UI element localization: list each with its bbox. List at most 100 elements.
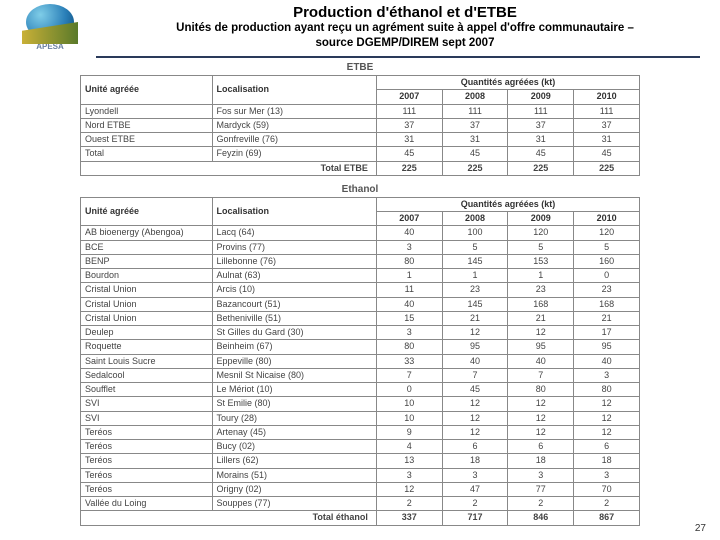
etbe-value-cell: 45 (376, 147, 442, 161)
ethanol-h-unit: Unité agréée (81, 197, 213, 226)
ethanol-value-cell: 2 (574, 497, 640, 511)
ethanol-unit-cell: BCE (81, 240, 213, 254)
table-row: Cristal UnionArcis (10)11232323 (81, 283, 640, 297)
ethanol-value-cell: 145 (442, 254, 508, 268)
ethanol-value-cell: 12 (508, 411, 574, 425)
ethanol-loc-cell: Souppes (77) (212, 497, 376, 511)
table-row: TeréosMorains (51)3333 (81, 468, 640, 482)
table-row: Saint Louis SucreEppeville (80)33404040 (81, 354, 640, 368)
etbe-value-cell: 31 (508, 133, 574, 147)
ethanol-value-cell: 12 (442, 397, 508, 411)
ethanol-loc-cell: Lillebonne (76) (212, 254, 376, 268)
divider (96, 56, 700, 58)
ethanol-table-wrap: Unité agréée Localisation Quantités agré… (80, 197, 640, 526)
ethanol-total-label: Total éthanol (81, 511, 377, 525)
ethanol-value-cell: 23 (442, 283, 508, 297)
ethanol-total-value: 867 (574, 511, 640, 525)
ethanol-loc-cell: Betheniville (51) (212, 311, 376, 325)
etbe-value-cell: 31 (574, 133, 640, 147)
ethanol-value-cell: 0 (574, 269, 640, 283)
ethanol-unit-cell: AB bioenergy (Abengoa) (81, 226, 213, 240)
ethanol-value-cell: 120 (574, 226, 640, 240)
ethanol-value-cell: 6 (442, 440, 508, 454)
ethanol-h-loc: Localisation (212, 197, 376, 226)
ethanol-value-cell: 18 (508, 454, 574, 468)
ethanol-value-cell: 3 (376, 326, 442, 340)
ethanol-title: Ethanol (0, 184, 720, 195)
etbe-total-value: 225 (508, 161, 574, 175)
etbe-year-header: 2008 (442, 90, 508, 104)
table-row: SVIToury (28)10121212 (81, 411, 640, 425)
ethanol-value-cell: 7 (442, 368, 508, 382)
ethanol-value-cell: 95 (574, 340, 640, 354)
etbe-h-loc: Localisation (212, 76, 376, 105)
ethanol-value-cell: 1 (442, 269, 508, 283)
etbe-year-header: 2009 (508, 90, 574, 104)
ethanol-value-cell: 7 (376, 368, 442, 382)
ethanol-value-cell: 100 (442, 226, 508, 240)
ethanol-total-value: 846 (508, 511, 574, 525)
etbe-title: ETBE (0, 62, 720, 73)
ethanol-unit-cell: Cristal Union (81, 311, 213, 325)
header: APESA Production d'éthanol et d'ETBE Uni… (0, 0, 720, 54)
apesa-logo-icon (26, 4, 74, 40)
table-row: SVISt Emilie (80)10121212 (81, 397, 640, 411)
ethanol-value-cell: 40 (508, 354, 574, 368)
etbe-value-cell: 45 (442, 147, 508, 161)
etbe-year-header: 2010 (574, 90, 640, 104)
ethanol-unit-cell: Deulep (81, 326, 213, 340)
page-title: Production d'éthanol et d'ETBE (100, 4, 710, 21)
ethanol-unit-cell: Teréos (81, 440, 213, 454)
etbe-value-cell: 111 (376, 104, 442, 118)
etbe-value-cell: 31 (376, 133, 442, 147)
ethanol-value-cell: 3 (574, 368, 640, 382)
etbe-value-cell: 45 (574, 147, 640, 161)
ethanol-value-cell: 21 (508, 311, 574, 325)
etbe-value-cell: 111 (508, 104, 574, 118)
ethanol-value-cell: 0 (376, 383, 442, 397)
ethanol-year-header: 2009 (508, 212, 574, 226)
ethanol-value-cell: 40 (376, 226, 442, 240)
ethanol-value-cell: 45 (442, 383, 508, 397)
ethanol-h-qty: Quantités agréées (kt) (376, 197, 639, 211)
etbe-unit-cell: Total (81, 147, 213, 161)
ethanol-value-cell: 3 (508, 468, 574, 482)
ethanol-year-header: 2007 (376, 212, 442, 226)
ethanol-value-cell: 6 (574, 440, 640, 454)
ethanol-value-cell: 145 (442, 297, 508, 311)
ethanol-value-cell: 12 (574, 411, 640, 425)
ethanol-unit-cell: Bourdon (81, 269, 213, 283)
ethanol-value-cell: 9 (376, 425, 442, 439)
table-row: BENPLillebonne (76)80145153160 (81, 254, 640, 268)
ethanol-total-value: 337 (376, 511, 442, 525)
ethanol-value-cell: 12 (574, 397, 640, 411)
page-number: 27 (695, 523, 706, 534)
ethanol-loc-cell: St Gilles du Gard (30) (212, 326, 376, 340)
etbe-total-value: 225 (574, 161, 640, 175)
etbe-value-cell: 111 (442, 104, 508, 118)
ethanol-total-value: 717 (442, 511, 508, 525)
ethanol-loc-cell: Aulnat (63) (212, 269, 376, 283)
etbe-unit-cell: Nord ETBE (81, 118, 213, 132)
ethanol-value-cell: 80 (376, 254, 442, 268)
table-row: TeréosBucy (02)4666 (81, 440, 640, 454)
ethanol-value-cell: 77 (508, 482, 574, 496)
table-row: SedalcoolMesnil St Nicaise (80)7773 (81, 368, 640, 382)
ethanol-unit-cell: Teréos (81, 468, 213, 482)
ethanol-value-cell: 80 (574, 383, 640, 397)
etbe-total-row: Total ETBE225225225225 (81, 161, 640, 175)
ethanol-value-cell: 40 (442, 354, 508, 368)
ethanol-value-cell: 12 (508, 425, 574, 439)
ethanol-value-cell: 5 (442, 240, 508, 254)
table-row: LyondellFos sur Mer (13)111111111111 (81, 104, 640, 118)
ethanol-value-cell: 153 (508, 254, 574, 268)
ethanol-value-cell: 3 (442, 468, 508, 482)
ethanol-value-cell: 12 (442, 411, 508, 425)
etbe-unit-cell: Ouest ETBE (81, 133, 213, 147)
ethanol-year-header: 2010 (574, 212, 640, 226)
table-row: BourdonAulnat (63)1110 (81, 269, 640, 283)
ethanol-value-cell: 160 (574, 254, 640, 268)
etbe-value-cell: 37 (442, 118, 508, 132)
ethanol-value-cell: 3 (376, 240, 442, 254)
table-row: TotalFeyzin (69)45454545 (81, 147, 640, 161)
